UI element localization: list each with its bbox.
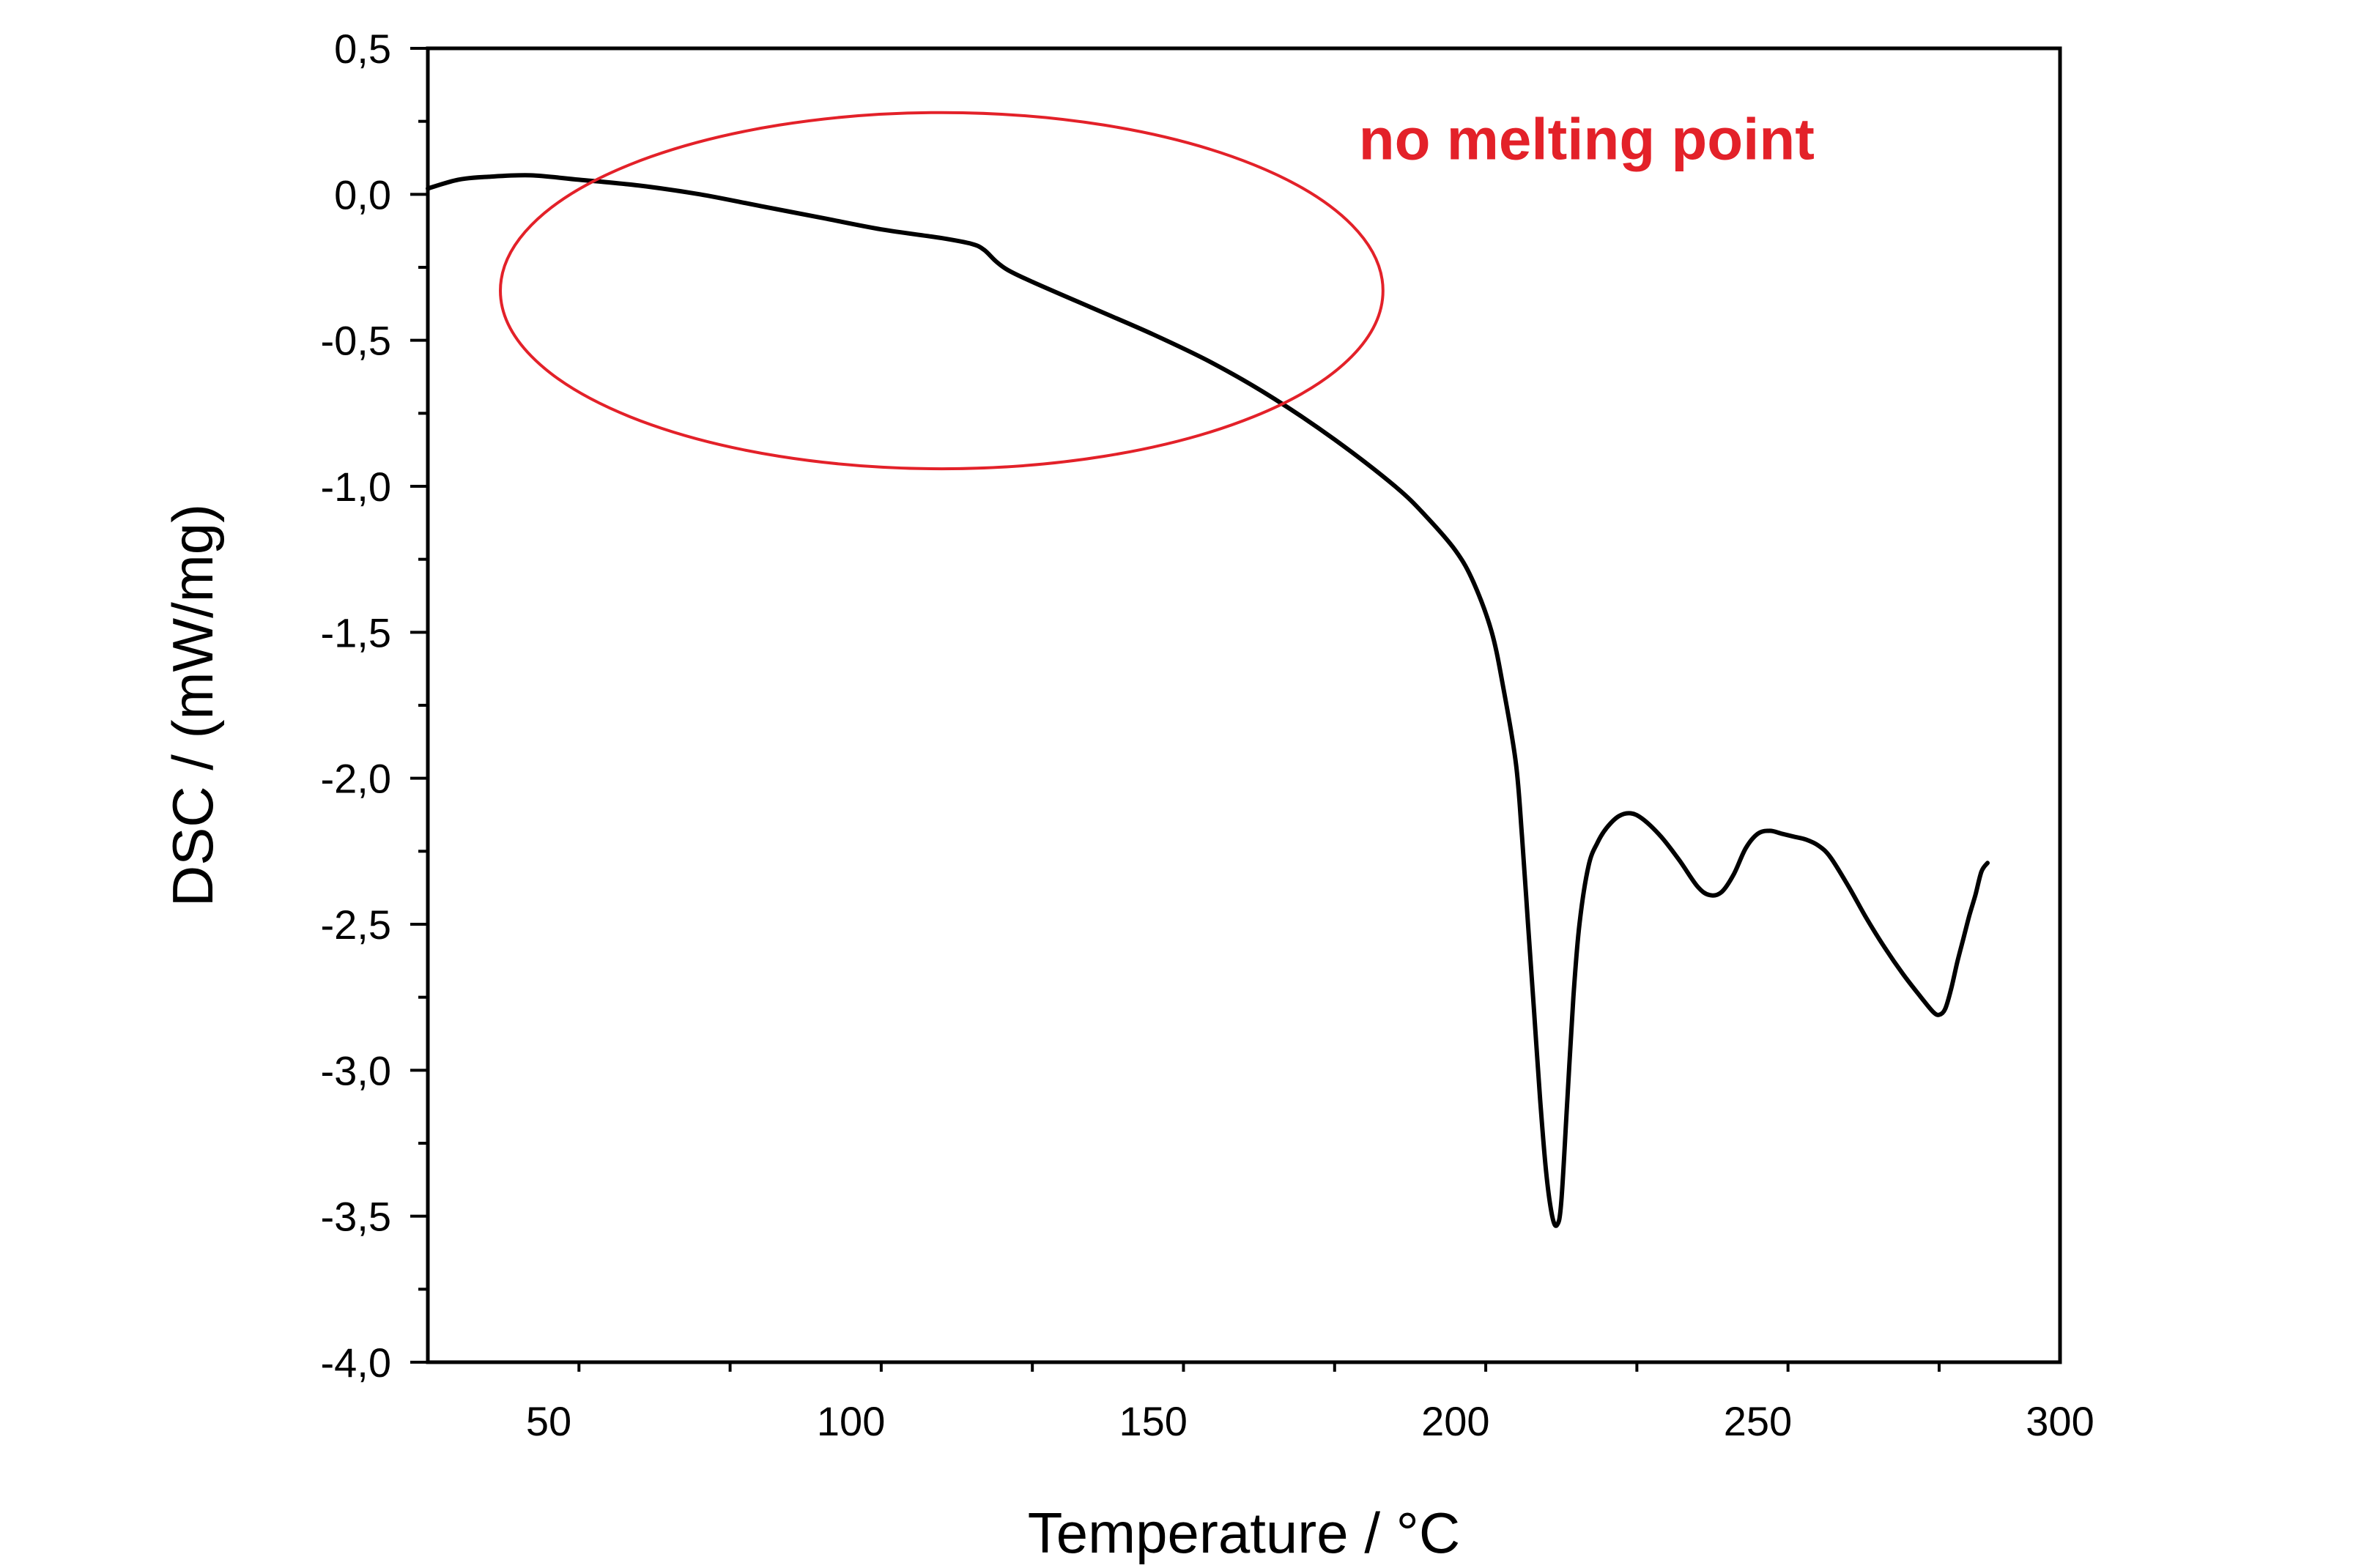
annotation-no-melting-point: no melting point	[1359, 106, 1815, 171]
x-tick-label-300: 300	[2026, 1398, 2094, 1444]
y-tick-label--3,0: -3,0	[321, 1047, 392, 1093]
x-tick-label-200: 200	[1421, 1398, 1489, 1444]
y-tick-label--1,0: -1,0	[321, 464, 392, 510]
y-tick-label--4,0: -4,0	[321, 1340, 392, 1386]
y-tick-label--2,5: -2,5	[321, 902, 392, 948]
x-tick-label-50: 50	[526, 1398, 571, 1444]
x-tick-label-250: 250	[1724, 1398, 1792, 1444]
plot-frame	[426, 46, 2062, 1364]
x-tick-label-150: 150	[1119, 1398, 1188, 1444]
y-tick-label--2,0: -2,0	[321, 756, 392, 802]
dsc-series-line	[426, 173, 1990, 1228]
y-tick-label-0,0: 0,0	[334, 171, 391, 218]
y-tick-label-0,5: 0,5	[334, 26, 391, 72]
y-tick-label--0,5: -0,5	[321, 318, 392, 364]
x-tick-label-100: 100	[817, 1398, 885, 1444]
y-tick-label--3,5: -3,5	[321, 1194, 392, 1240]
x-axis-label: Temperature / °C	[1028, 1501, 1460, 1564]
annotation-ellipse	[499, 111, 1385, 471]
ticks-layer	[410, 47, 1941, 1372]
y-axis-label: DSC / (mW/mg)	[160, 504, 225, 907]
tick-labels-layer: 50 100 150 200 250 300 0,5 0,0 -0,5 -1,0 -1,5 -2,0 -…	[321, 26, 2094, 1444]
y-tick-label--1,5: -1,5	[321, 609, 392, 655]
